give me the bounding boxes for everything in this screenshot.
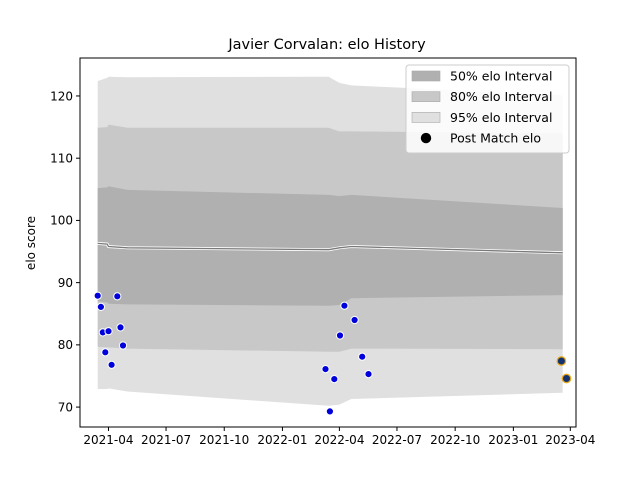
y-axis: 70 80 90 100 110 120 bbox=[50, 89, 80, 414]
legend-label: 95% elo Interval bbox=[450, 110, 552, 125]
post-match-point bbox=[350, 315, 359, 325]
x-tick-label: 2022-01 bbox=[257, 433, 307, 447]
post-match-point bbox=[364, 370, 373, 379]
post-match-point bbox=[330, 375, 339, 384]
x-tick-label: 2022-07 bbox=[372, 433, 422, 447]
legend-box bbox=[405, 64, 570, 154]
y-tick-label: 110 bbox=[50, 151, 73, 165]
chart-title: Javier Corvalan: elo History bbox=[227, 37, 426, 53]
post-match-point bbox=[321, 365, 330, 374]
x-tick-label: 2023-01 bbox=[488, 433, 538, 447]
x-tick-label: 2022-10 bbox=[430, 433, 480, 447]
mean-line bbox=[97, 241, 563, 255]
x-tick-label: 2021-04 bbox=[83, 433, 133, 447]
post-match-point bbox=[107, 360, 116, 369]
x-tick-label: 2023-04 bbox=[545, 433, 595, 447]
plot-area bbox=[79, 57, 577, 428]
band-50 bbox=[97, 186, 563, 306]
post-match-point bbox=[104, 327, 113, 336]
legend-swatch bbox=[411, 112, 441, 123]
legend-label: 50% elo Interval bbox=[450, 69, 552, 84]
post-match-point bbox=[358, 352, 367, 361]
legend-marker bbox=[420, 132, 432, 144]
y-tick-label: 80 bbox=[58, 338, 73, 352]
post-match-point bbox=[113, 292, 122, 301]
post-match-point bbox=[118, 341, 128, 350]
interval-bands bbox=[97, 76, 563, 406]
y-axis-title: elo score bbox=[24, 216, 38, 270]
post-match-point bbox=[561, 373, 572, 384]
post-match-points bbox=[93, 291, 572, 416]
y-tick-label: 70 bbox=[58, 400, 73, 414]
post-match-point bbox=[116, 323, 125, 332]
legend-swatch bbox=[411, 91, 441, 102]
post-match-point bbox=[340, 301, 349, 310]
y-tick-label: 90 bbox=[58, 276, 73, 290]
post-match-point bbox=[325, 407, 334, 416]
mean-line-stroke bbox=[97, 242, 563, 254]
legend: 50% elo Interval 80% elo Interval 95% elo … bbox=[405, 64, 570, 154]
post-match-point bbox=[101, 348, 110, 357]
post-match-point bbox=[96, 302, 106, 311]
legend-swatch bbox=[411, 70, 441, 82]
post-match-point bbox=[335, 331, 345, 340]
post-match-point bbox=[556, 356, 567, 366]
y-tick-label: 100 bbox=[50, 214, 73, 228]
post-match-point bbox=[93, 291, 102, 300]
x-tick-label: 2021-10 bbox=[199, 433, 249, 447]
plot-frame bbox=[79, 57, 577, 428]
y-tick-label: 120 bbox=[50, 89, 73, 103]
x-tick-label: 2021-07 bbox=[141, 433, 191, 447]
x-tick-label: 2022-04 bbox=[314, 433, 364, 447]
legend-label: 80% elo Interval bbox=[450, 89, 552, 104]
x-axis: 2021-04 2021-07 2021-10 2022-01 2022-04 2022-… bbox=[83, 427, 595, 447]
legend-label: Post Match elo bbox=[450, 131, 541, 146]
